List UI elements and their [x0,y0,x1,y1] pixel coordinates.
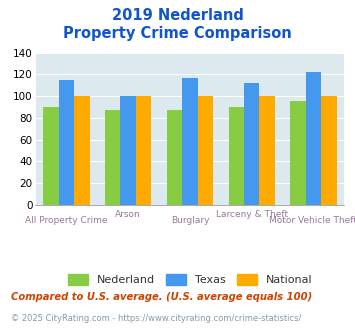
Text: Property Crime Comparison: Property Crime Comparison [63,26,292,41]
Text: 2019 Nederland: 2019 Nederland [111,8,244,23]
Bar [43,107,59,205]
Bar [74,96,89,205]
Text: Larceny & Theft: Larceny & Theft [215,210,288,219]
Text: © 2025 CityRating.com - https://www.cityrating.com/crime-statistics/: © 2025 CityRating.com - https://www.city… [11,314,301,323]
Bar [260,96,275,205]
Bar [290,101,306,205]
Bar [59,80,74,205]
Bar [136,96,151,205]
Text: Motor Vehicle Theft: Motor Vehicle Theft [269,216,355,225]
Text: Burglary: Burglary [171,216,209,225]
Bar [167,110,182,205]
Text: Arson: Arson [115,210,141,219]
Bar [229,107,244,205]
Bar [198,96,213,205]
Bar [105,110,120,205]
Bar [182,78,198,205]
Bar [120,96,136,205]
Text: All Property Crime: All Property Crime [25,216,108,225]
Bar [306,72,321,205]
Bar [321,96,337,205]
Bar [244,83,260,205]
Text: Compared to U.S. average. (U.S. average equals 100): Compared to U.S. average. (U.S. average … [11,292,312,302]
Legend: Nederland, Texas, National: Nederland, Texas, National [68,274,312,285]
